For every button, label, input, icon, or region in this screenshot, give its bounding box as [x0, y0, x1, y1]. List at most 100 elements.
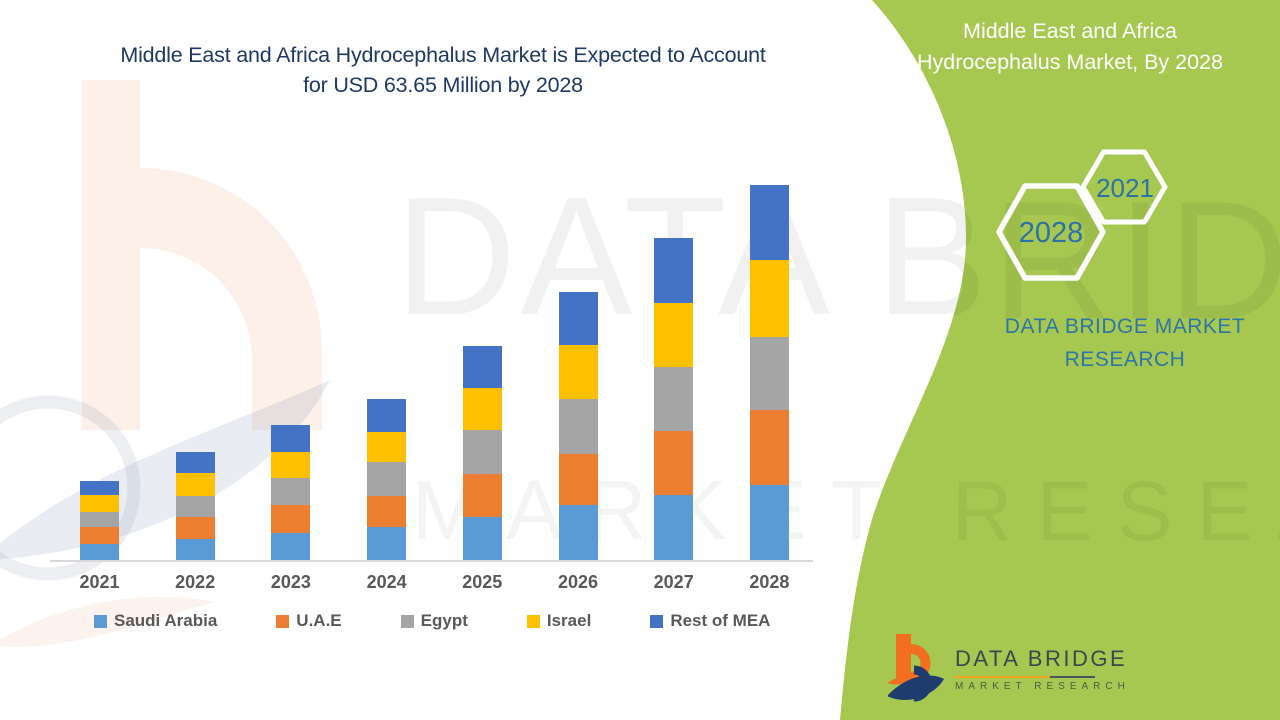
legend-label-saudi-arabia: Saudi Arabia [114, 611, 218, 630]
side-panel-title-line1: Middle East and Africa [963, 19, 1177, 43]
data-bridge-logo-icon [888, 634, 944, 702]
bar-2025 [462, 346, 502, 560]
bar-segment-2021-israel [80, 495, 119, 513]
bar-segment-2023-u-a-e [271, 504, 311, 533]
x-axis-label-2028: 2028 [749, 572, 790, 592]
legend-swatch-rest-of-mea [650, 614, 664, 628]
page-title: Middle East and Africa Hydrocephalus Mar… [53, 40, 833, 100]
bar-segment-2021-saudi-arabia [80, 544, 119, 560]
bar-segment-2025-rest-of-mea [462, 346, 502, 389]
logo-sub-brand: MARKET RESEARCH [955, 681, 1130, 692]
bar-2026 [558, 292, 598, 560]
bar-2021 [80, 481, 119, 560]
chart-legend: Saudi Arabia U.A.E Egypt Israel Rest of MEA [94, 611, 770, 631]
watermark-on-green-line2: MARKET RESEARCH [412, 464, 1280, 558]
page-title-line1: Middle East and Africa Hydrocephalus Mar… [120, 43, 766, 67]
bar-2027 [654, 238, 694, 560]
bar-segment-2026-u-a-e [558, 454, 598, 506]
legend-item-israel: Israel [526, 611, 592, 631]
bar-segment-2026-israel [558, 345, 598, 400]
legend-item-saudi-arabia: Saudi Arabia [94, 611, 217, 631]
legend-label-egypt: Egypt [420, 611, 468, 630]
legend-item-egypt: Egypt [400, 611, 468, 631]
hexagon-2028-label: 2028 [1018, 217, 1084, 249]
logo-underline [955, 676, 1095, 678]
hexagon-2021-label: 2021 [1096, 173, 1154, 203]
x-axis-label-2024: 2024 [366, 572, 407, 592]
bar-segment-2022-egypt [175, 495, 215, 518]
x-axis-label-2025: 2025 [462, 572, 503, 592]
x-axis-label-2022: 2022 [175, 572, 216, 592]
bar-segment-2026-rest-of-mea [558, 292, 598, 346]
bar-segment-2023-israel [271, 451, 311, 478]
bar-segment-2024-israel [367, 431, 407, 462]
bar-segment-2027-rest-of-mea [654, 238, 694, 303]
bar-segment-2024-rest-of-mea [367, 398, 407, 432]
bar-segment-2021-u-a-e [80, 527, 119, 545]
logo-navy-bowl [913, 665, 932, 702]
bar-segment-2028-egypt [749, 337, 789, 411]
bar-segment-2023-rest-of-mea [271, 424, 311, 452]
side-panel-brand-text: DATA BRIDGE MARKET RESEARCH [990, 310, 1260, 376]
watermark-bottom-arc [0, 596, 215, 647]
page-title-line2: for USD 63.65 Million by 2028 [303, 73, 583, 97]
watermark-b-bowl [140, 168, 322, 430]
x-axis-label-2026: 2026 [557, 572, 599, 592]
legend-swatch-egypt [400, 614, 414, 628]
bar-segment-2022-rest-of-mea [175, 451, 215, 473]
x-axis-label-2021: 2021 [79, 572, 120, 592]
bar-segment-2025-israel [462, 388, 502, 430]
bar-segment-2027-u-a-e [654, 431, 694, 496]
bar-segment-2023-egypt [271, 477, 311, 505]
bar-segment-2021-rest-of-mea [80, 481, 119, 496]
legend-label-u-a-e: U.A.E [296, 611, 342, 630]
legend-item-u-a-e: U.A.E [276, 611, 342, 631]
bar-segment-2027-israel [654, 302, 694, 367]
bar-segment-2026-saudi-arabia [558, 505, 598, 560]
legend-item-rest-of-mea: Rest of MEA [650, 611, 770, 631]
bar-2022 [175, 451, 215, 560]
hexagon-2028 [996, 183, 1106, 281]
side-panel-title: Middle East and Africa Hydrocephalus Mar… [880, 16, 1260, 78]
legend-swatch-saudi-arabia [94, 614, 107, 628]
bar-segment-2021-egypt [80, 512, 119, 528]
data-bridge-logo: DATA BRIDGE MARKET RESEARCH [888, 632, 1130, 706]
bar-segment-2028-u-a-e [749, 410, 789, 486]
side-panel-brand-line2: RESEARCH [1064, 348, 1186, 371]
logo-b-stem [896, 634, 911, 678]
hexagon-2021 [1080, 149, 1168, 225]
bar-segment-2026-egypt [558, 399, 598, 454]
side-panel-brand-line1: DATA BRIDGE MARKET [1004, 315, 1246, 338]
x-axis-label-2023: 2023 [270, 572, 311, 592]
bar-segment-2025-egypt [462, 429, 502, 475]
side-panel-title-line2: Hydrocephalus Market, By 2028 [917, 50, 1223, 74]
legend-label-rest-of-mea: Rest of MEA [670, 611, 771, 630]
watermark-ring [0, 395, 141, 581]
bar-segment-2022-saudi-arabia [175, 538, 215, 560]
logo-brand-name: DATA BRIDGE [955, 646, 1128, 671]
bar-segment-2022-israel [175, 472, 215, 496]
data-bridge-logo-text: DATA BRIDGE MARKET RESEARCH [955, 646, 1130, 692]
bar-2023 [271, 424, 311, 560]
bar-segment-2028-israel [749, 260, 789, 338]
bar-segment-2023-saudi-arabia [271, 532, 311, 560]
bar-segment-2024-egypt [367, 461, 407, 496]
bar-segment-2025-u-a-e [462, 474, 502, 518]
bar-segment-2024-u-a-e [367, 495, 407, 528]
bar-2024 [367, 398, 407, 560]
bar-2028 [749, 185, 789, 560]
green-panel [840, 0, 1280, 720]
bar-segment-2027-saudi-arabia [654, 495, 694, 560]
watermark-b-stem [82, 80, 140, 430]
bar-segment-2027-egypt [654, 366, 694, 432]
legend-label-israel: Israel [546, 611, 592, 630]
bar-segment-2028-rest-of-mea [749, 185, 789, 261]
x-axis-line [50, 560, 813, 562]
legend-swatch-israel [526, 614, 540, 628]
bar-segment-2025-saudi-arabia [462, 517, 502, 560]
x-axis-label-2027: 2027 [653, 572, 694, 592]
bar-segment-2028-saudi-arabia [749, 485, 789, 560]
legend-swatch-u-a-e [276, 614, 290, 628]
